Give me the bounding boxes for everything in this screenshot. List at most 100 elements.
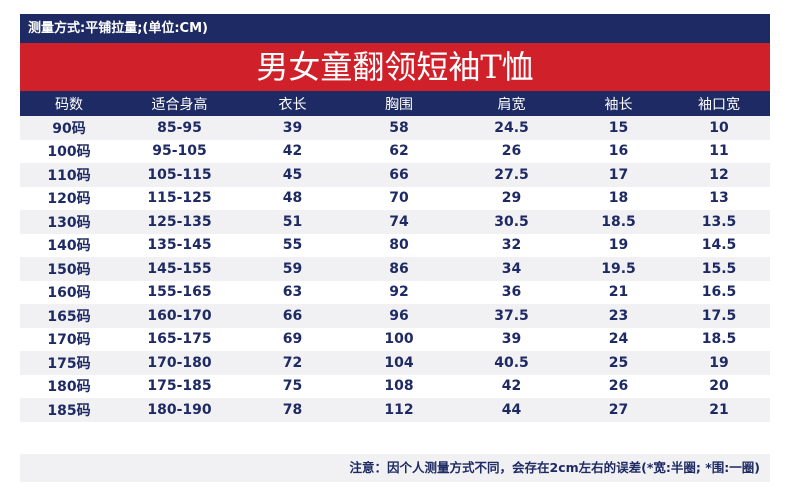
table-row: 150码 145-155 59 86 34 19.5 15.5: [20, 257, 770, 281]
footer-note: 注意：因个人测量方式不同，会存在2cm左右的误差(*宽:半圈; *围:一圈): [20, 454, 770, 482]
table-cell: 165码: [20, 304, 118, 328]
table-cell: 145-155: [118, 257, 241, 281]
table-cell: 44: [454, 398, 569, 422]
table-cell: 78: [241, 398, 344, 422]
table-cell: 125-135: [118, 210, 241, 234]
table-cell: 24.5: [454, 116, 569, 140]
column-header: 袖长: [569, 91, 668, 116]
table-cell: 170码: [20, 327, 118, 351]
table-cell: 150码: [20, 257, 118, 281]
table-cell: 175码: [20, 351, 118, 375]
table-cell: 19: [668, 351, 770, 375]
table-row: 165码 160-170 66 96 37.5 23 17.5: [20, 304, 770, 328]
table-cell: 29: [454, 186, 569, 210]
table-cell: 18.5: [569, 210, 668, 234]
table-cell: 17: [569, 163, 668, 187]
table-cell: 130码: [20, 210, 118, 234]
page-title: 男女童翻领短袖T恤: [20, 43, 770, 91]
table-cell: 100码: [20, 139, 118, 163]
table-row: 180码 175-185 75 108 42 26 20: [20, 374, 770, 398]
table-cell: 90码: [20, 116, 118, 140]
table-cell: 66: [344, 163, 454, 187]
table-cell: 15: [569, 116, 668, 140]
table-cell: 42: [241, 139, 344, 163]
table-row: 120码 115-125 48 70 29 18 13: [20, 186, 770, 210]
table-cell: 16.5: [668, 280, 770, 304]
table-cell: 16: [569, 139, 668, 163]
table-row: 90码 85-95 39 58 24.5 15 10: [20, 116, 770, 140]
table-cell: 80: [344, 233, 454, 257]
table-cell: 11: [668, 139, 770, 163]
table-cell: 25: [569, 351, 668, 375]
table-cell: 70: [344, 186, 454, 210]
table-cell: 21: [668, 398, 770, 422]
table-cell: 104: [344, 351, 454, 375]
column-header: 袖口宽: [668, 91, 770, 116]
table-cell: 160-170: [118, 304, 241, 328]
table-cell: 108: [344, 374, 454, 398]
measure-note: 测量方式:平铺拉量;(单位:CM): [20, 14, 770, 43]
table-row: 170码 165-175 69 100 39 24 18.5: [20, 327, 770, 351]
table-row: 100码 95-105 42 62 26 16 11: [20, 139, 770, 163]
table-cell: 26: [569, 374, 668, 398]
table-cell: 17.5: [668, 304, 770, 328]
table-cell: 92: [344, 280, 454, 304]
size-table: 码数 适合身高 衣长 胸围 肩宽 袖长 袖口宽 90码 85-95 39 58 24.5 15 10 10…: [20, 91, 770, 422]
table-cell: 75: [241, 374, 344, 398]
table-cell: 27: [569, 398, 668, 422]
table-cell: 74: [344, 210, 454, 234]
table-cell: 24: [569, 327, 668, 351]
table-cell: 72: [241, 351, 344, 375]
column-header: 适合身高: [118, 91, 241, 116]
table-cell: 100: [344, 327, 454, 351]
table-row: 140码 135-145 55 80 32 19 14.5: [20, 233, 770, 257]
column-header: 肩宽: [454, 91, 569, 116]
table-cell: 18.5: [668, 327, 770, 351]
table-cell: 63: [241, 280, 344, 304]
table-cell: 96: [344, 304, 454, 328]
table-cell: 30.5: [454, 210, 569, 234]
table-cell: 26: [454, 139, 569, 163]
table-cell: 10: [668, 116, 770, 140]
table-cell: 37.5: [454, 304, 569, 328]
table-cell: 160码: [20, 280, 118, 304]
table-cell: 86: [344, 257, 454, 281]
table-cell: 115-125: [118, 186, 241, 210]
table-cell: 170-180: [118, 351, 241, 375]
table-cell: 66: [241, 304, 344, 328]
table-cell: 135-145: [118, 233, 241, 257]
table-cell: 32: [454, 233, 569, 257]
table-cell: 112: [344, 398, 454, 422]
table-cell: 185码: [20, 398, 118, 422]
table-row: 185码 180-190 78 112 44 27 21: [20, 398, 770, 422]
table-cell: 20: [668, 374, 770, 398]
table-row: 160码 155-165 63 92 36 21 16.5: [20, 280, 770, 304]
table-cell: 23: [569, 304, 668, 328]
table-cell: 13.5: [668, 210, 770, 234]
column-header: 胸围: [344, 91, 454, 116]
table-cell: 175-185: [118, 374, 241, 398]
table-cell: 95-105: [118, 139, 241, 163]
table-cell: 140码: [20, 233, 118, 257]
table-cell: 36: [454, 280, 569, 304]
column-header: 衣长: [241, 91, 344, 116]
table-cell: 12: [668, 163, 770, 187]
table-row: 175码 170-180 72 104 40.5 25 19: [20, 351, 770, 375]
table-cell: 45: [241, 163, 344, 187]
table-cell: 34: [454, 257, 569, 281]
table-cell: 69: [241, 327, 344, 351]
table-cell: 15.5: [668, 257, 770, 281]
table-cell: 14.5: [668, 233, 770, 257]
table-cell: 18: [569, 186, 668, 210]
table-row: 110码 105-115 45 66 27.5 17 12: [20, 163, 770, 187]
table-cell: 19.5: [569, 257, 668, 281]
table-cell: 42: [454, 374, 569, 398]
table-cell: 21: [569, 280, 668, 304]
table-cell: 27.5: [454, 163, 569, 187]
column-header: 码数: [20, 91, 118, 116]
table-cell: 85-95: [118, 116, 241, 140]
table-cell: 62: [344, 139, 454, 163]
table-cell: 59: [241, 257, 344, 281]
table-cell: 165-175: [118, 327, 241, 351]
